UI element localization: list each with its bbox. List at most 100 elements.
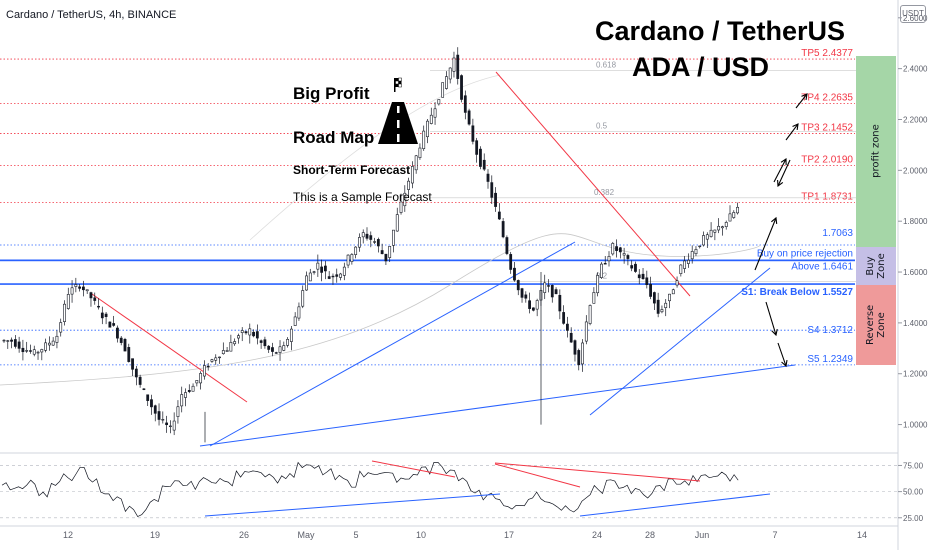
candle-body <box>615 246 618 251</box>
candle-body <box>112 323 116 326</box>
candle-body <box>203 365 206 377</box>
candle-body <box>588 305 592 324</box>
candle-body <box>660 309 664 313</box>
candle-body <box>728 213 732 222</box>
level-label: S1: Break Below 1.5527 <box>741 287 853 298</box>
candle-body <box>146 394 150 401</box>
rsi-trend-line <box>494 463 581 488</box>
candle-body <box>671 289 675 295</box>
candle-body <box>513 267 516 281</box>
candle-body <box>414 155 418 171</box>
candle-body <box>74 284 78 287</box>
candle-body <box>271 347 274 352</box>
candle-body <box>516 280 520 291</box>
rsi-trend-line <box>204 493 501 517</box>
candle-body <box>649 283 652 297</box>
candle-body <box>482 159 486 170</box>
candle-body <box>395 214 399 232</box>
price-tick-label: 1.2000 <box>903 370 928 379</box>
candle-body <box>210 359 214 362</box>
candle-body <box>690 251 694 260</box>
candle-body <box>724 222 728 227</box>
arrowhead <box>801 93 808 101</box>
candle-body <box>263 339 267 347</box>
candle-body <box>66 294 70 309</box>
candle-body <box>479 148 482 167</box>
candle-body <box>721 226 724 229</box>
candle-body <box>641 273 645 280</box>
forecast-arrow <box>765 301 777 336</box>
trend-line <box>91 293 248 403</box>
candle-body <box>656 299 660 314</box>
candle-body <box>297 306 301 319</box>
candle-body <box>100 312 104 319</box>
candle-body <box>509 254 513 270</box>
candle-body <box>634 263 637 272</box>
candle-body <box>376 239 380 247</box>
candle-body <box>282 345 286 351</box>
time-tick-label: 14 <box>857 530 867 540</box>
time-tick-label: May <box>297 530 315 540</box>
time-tick-label: 19 <box>150 530 160 540</box>
candle-body <box>225 350 229 352</box>
candle-body <box>618 247 622 253</box>
candle-body <box>702 235 705 246</box>
rsi-trend-line <box>579 493 771 517</box>
candle-body <box>187 390 191 392</box>
candle-body <box>316 262 320 270</box>
candle-body <box>2 339 6 342</box>
candle-body <box>652 292 656 304</box>
brand-note: This is a Sample Forecast <box>293 190 432 204</box>
candle-body <box>547 285 550 287</box>
candle-body <box>327 276 331 279</box>
brand-subtitle: Short-Term Forecast <box>293 163 411 177</box>
candle-body <box>259 340 263 343</box>
brand-line2: Road Map <box>293 128 375 147</box>
candle-body <box>668 293 671 302</box>
candle-body <box>736 206 739 214</box>
price-tick-label: 1.6000 <box>903 268 928 277</box>
level-label: 1.7063 <box>822 228 853 239</box>
fib-label: 0.618 <box>596 61 617 70</box>
candle-body <box>543 282 547 293</box>
candle-body <box>365 233 369 239</box>
candle-body <box>237 335 240 339</box>
forecast-arrow <box>777 342 787 367</box>
candle-body <box>47 342 51 346</box>
candle-body <box>252 331 255 337</box>
candle-body <box>422 130 426 150</box>
candle-body <box>429 114 433 124</box>
trend-line <box>199 364 796 447</box>
candle-body <box>168 425 172 428</box>
fib-label: 0.5 <box>596 122 608 131</box>
candle-body <box>305 275 308 291</box>
candle-body <box>138 376 142 385</box>
candle-body <box>21 347 25 353</box>
reverse-zone: Reverse Zone <box>856 284 896 365</box>
candle-body <box>705 234 709 240</box>
candle-body <box>36 351 40 354</box>
symbol-header: Cardano / TetherUS, 4h, BINANCE <box>6 9 177 21</box>
arrowhead <box>777 179 784 188</box>
candle-body <box>687 259 690 264</box>
arrowhead <box>780 157 787 166</box>
candle-body <box>40 349 44 353</box>
currency-badge[interactable]: USDT <box>900 5 926 23</box>
candle-body <box>520 288 524 298</box>
candle-body <box>528 300 531 309</box>
candle-body <box>418 147 422 158</box>
candle-body <box>501 221 505 238</box>
candle-body <box>150 399 153 408</box>
candle-body <box>293 316 297 326</box>
candle-body <box>600 263 603 278</box>
candle-body <box>573 340 577 355</box>
candle-body <box>380 250 384 255</box>
candle-body <box>85 289 89 292</box>
candle-body <box>562 312 566 324</box>
candle-body <box>267 345 271 350</box>
candle-body <box>335 274 339 277</box>
forecast-arrow <box>795 93 808 109</box>
arrowhead <box>771 329 778 337</box>
candle-body <box>490 182 494 198</box>
